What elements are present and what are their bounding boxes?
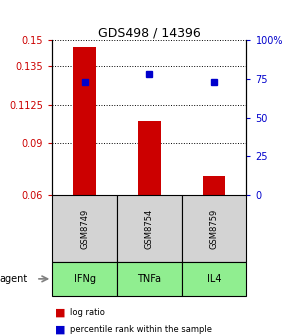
Text: IFNg: IFNg [74, 274, 96, 284]
Text: IL4: IL4 [207, 274, 221, 284]
Bar [182, 262, 246, 296]
Text: log ratio: log ratio [70, 308, 104, 317]
Title: GDS498 / 14396: GDS498 / 14396 [98, 26, 201, 39]
Bar [117, 262, 182, 296]
Bar [52, 262, 117, 296]
Bar [73, 47, 96, 195]
Bar [52, 195, 117, 262]
Bar [182, 195, 246, 262]
Text: ■: ■ [55, 324, 66, 334]
Bar [138, 121, 161, 195]
Text: GSM8749: GSM8749 [80, 208, 89, 249]
Text: TNFa: TNFa [137, 274, 161, 284]
Bar [117, 195, 182, 262]
Text: percentile rank within the sample: percentile rank within the sample [70, 325, 212, 334]
Text: ■: ■ [55, 307, 66, 318]
Text: agent: agent [0, 274, 28, 284]
Bar [203, 176, 225, 195]
Text: GSM8759: GSM8759 [210, 208, 219, 249]
Text: GSM8754: GSM8754 [145, 208, 154, 249]
